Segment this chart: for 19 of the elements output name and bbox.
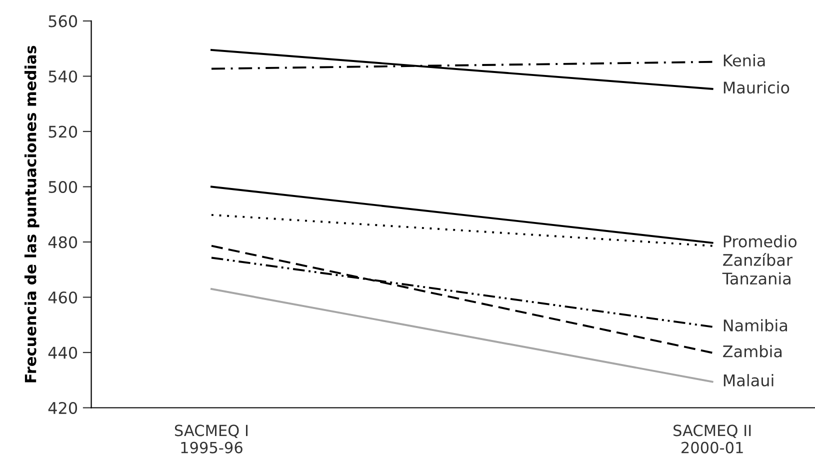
series-label: Namibia bbox=[724, 319, 787, 332]
series-label: Zanzíbar bbox=[723, 253, 793, 266]
y-tick-label: 420 bbox=[48, 402, 78, 414]
series-label: Mauricio bbox=[724, 81, 790, 94]
series-label: Zambia bbox=[723, 345, 782, 358]
y-tick-label: 480 bbox=[48, 236, 78, 248]
y-tick-label: 520 bbox=[48, 126, 78, 138]
x-tick-label: SACMEQ II 2000-01 bbox=[674, 424, 751, 454]
series-label: Malaui bbox=[724, 374, 774, 386]
series-label: Promedio bbox=[724, 235, 797, 248]
y-tick-label: 560 bbox=[48, 15, 78, 28]
y-tick-label: 540 bbox=[48, 70, 78, 83]
y-tick-label: 500 bbox=[48, 180, 78, 194]
y-axis-title: Frecuencia de las puntuaciones medias bbox=[24, 46, 40, 382]
y-tick-label: 440 bbox=[48, 346, 78, 359]
series-label: Kenia bbox=[724, 54, 765, 66]
text: Tanzania bbox=[722, 272, 790, 285]
x-tick-label: SACMEQ I 1995-96 bbox=[174, 424, 248, 454]
y-tick-label: 460 bbox=[48, 291, 78, 304]
